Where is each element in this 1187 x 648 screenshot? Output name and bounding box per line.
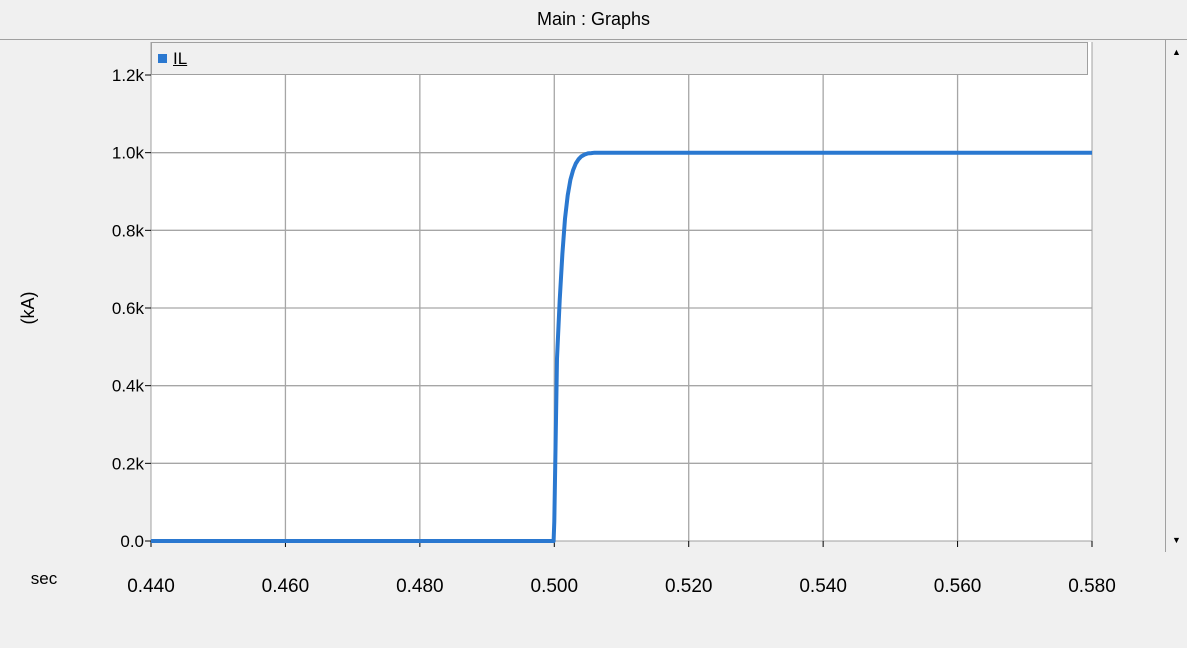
x-tick-label: 0.560 [934, 576, 982, 597]
x-tick-label: 0.520 [665, 576, 713, 597]
x-tick-label: 0.460 [262, 576, 310, 597]
y-tick-label: 0.2k [112, 454, 145, 473]
x-tick-label: 0.500 [531, 576, 579, 597]
y-tick-label: 0.4k [112, 377, 145, 396]
x-tick-label: 0.440 [127, 576, 175, 597]
plot-background [151, 42, 1092, 541]
y-tick-label: 1.0k [112, 144, 145, 163]
legend-bar: IL [151, 42, 1088, 75]
vertical-scrollbar[interactable]: ▲ ▼ [1165, 40, 1187, 552]
y-tick-label: 0.8k [112, 221, 145, 240]
x-tick-label: 0.480 [396, 576, 444, 597]
y-tick-label: 0.0 [120, 532, 144, 551]
y-axis-label: (kA) [18, 292, 38, 325]
y-tick-label: 0.6k [112, 299, 145, 318]
scroll-down-icon[interactable]: ▼ [1172, 535, 1181, 545]
window-title: Main : Graphs [536, 9, 651, 29]
legend-swatch-il [158, 54, 167, 63]
window-title-bar: Main : Graphs [0, 0, 1187, 40]
legend-label-il[interactable]: IL [173, 48, 188, 68]
x-tick-label: 0.580 [1068, 576, 1116, 597]
x-axis-label: sec [31, 569, 58, 588]
series-line-il [151, 150, 1092, 543]
x-tick-label: 0.540 [799, 576, 847, 597]
y-tick-label: 1.2k [112, 66, 145, 85]
scroll-up-icon[interactable]: ▲ [1172, 47, 1181, 57]
